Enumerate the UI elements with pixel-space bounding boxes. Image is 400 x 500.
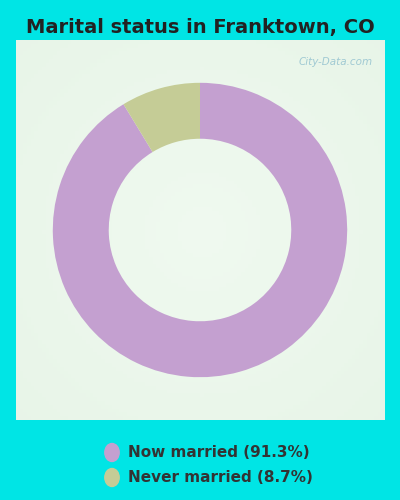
Text: Marital status in Franktown, CO: Marital status in Franktown, CO	[26, 18, 374, 36]
Text: City-Data.com: City-Data.com	[299, 57, 373, 67]
Text: Now married (91.3%): Now married (91.3%)	[128, 445, 310, 460]
Text: Never married (8.7%): Never married (8.7%)	[128, 470, 313, 485]
Wedge shape	[53, 83, 347, 377]
Wedge shape	[124, 83, 200, 152]
